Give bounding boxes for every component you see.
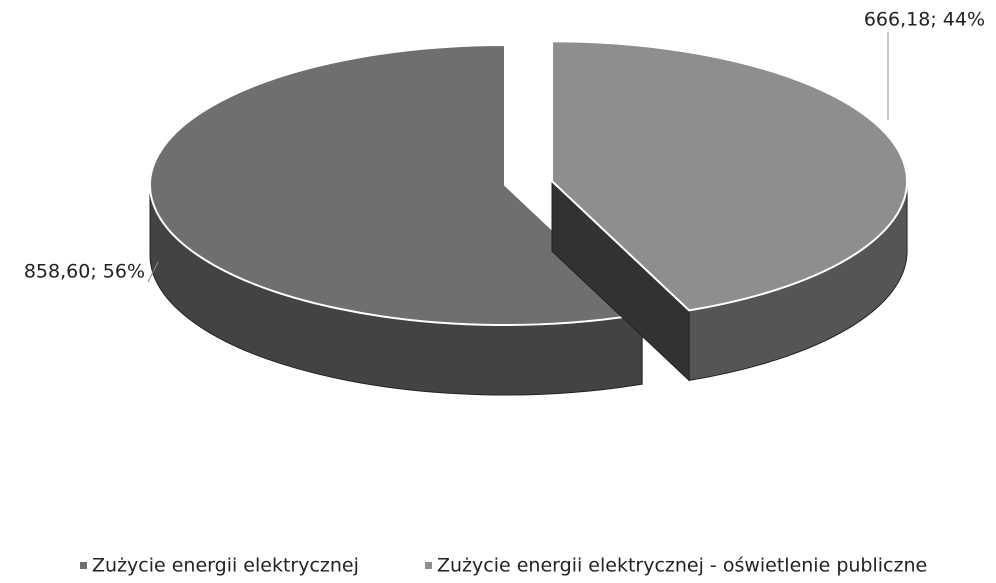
slice [149,43,645,326]
leader-line [147,261,159,283]
data-label: 666,18; 44% [864,9,985,31]
legend-label: Zużycie energii elektrycznej - oświetlen… [437,555,927,577]
legend-marker [425,562,432,569]
data-label: 858,60; 56% [24,261,145,283]
slice [551,40,909,312]
legend-marker [80,562,87,569]
legend-label: Zużycie energii elektrycznej [92,555,359,577]
